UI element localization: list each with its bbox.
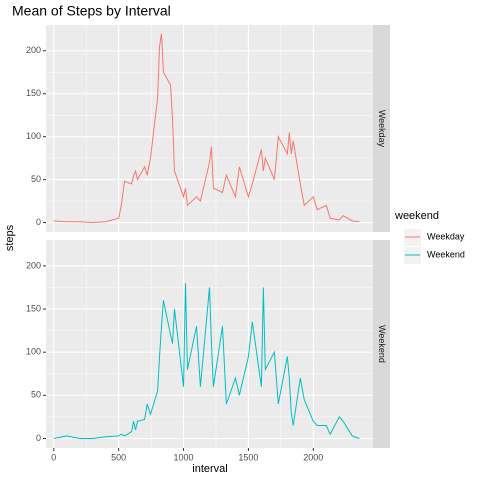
y-tick-label: 200 [26,45,41,55]
series-line [53,33,360,224]
series-line [53,283,360,440]
y-tick-label: 0 [36,217,41,227]
legend-label: Weekday [427,231,465,241]
x-tick-label: 500 [111,452,126,462]
x-tick-label: 0 [51,452,56,462]
facet-strip [373,240,390,448]
y-tick-label: 150 [26,88,41,98]
chart-title: Mean of Steps by Interval [12,3,171,19]
y-tick-label: 50 [31,390,41,400]
y-tick-label: 100 [26,131,41,141]
x-axis-label: interval [192,463,227,475]
legend-label: Weekend [427,249,465,259]
y-axis-label: steps [4,224,16,251]
x-tick-label: 2000 [303,452,323,462]
panel-background [46,25,373,232]
panel-background [46,240,373,448]
y-tick-label: 100 [26,347,41,357]
x-tick-label: 1000 [174,452,194,462]
facet-strip [373,25,390,232]
facet-strip-label: Weekend [377,325,387,363]
y-tick-label: 50 [31,174,41,184]
x-tick-label: 1500 [238,452,258,462]
facet-strip-label: Weekday [377,110,387,148]
legend-title: weekend [394,210,439,222]
y-tick-label: 150 [26,303,41,313]
y-tick-label: 200 [26,260,41,270]
y-tick-label: 0 [36,433,41,443]
